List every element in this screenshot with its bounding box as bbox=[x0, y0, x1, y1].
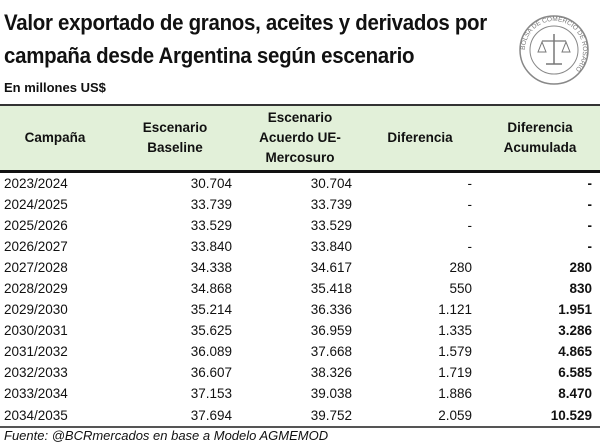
cell-baseline: 37.153 bbox=[190, 386, 232, 402]
export-value-table: Campaña Escenario Baseline Escenario Acu… bbox=[0, 104, 600, 428]
header-diferencia-acumulada: Diferencia Acumulada bbox=[503, 119, 577, 155]
cell-baseline: 33.840 bbox=[190, 238, 232, 254]
cell-acuerdo: 33.840 bbox=[310, 238, 352, 254]
table-row: 2034/2035 37.694 39.752 2.059 10.529 bbox=[0, 405, 600, 427]
cell-diferencia-acumulada: 4.865 bbox=[558, 344, 592, 360]
page-title: Valor exportado de granos, aceites y der… bbox=[4, 6, 487, 72]
cell-acuerdo: 33.529 bbox=[310, 217, 352, 233]
cell-diferencia: 550 bbox=[449, 281, 472, 297]
cell-acuerdo: 37.668 bbox=[310, 344, 352, 360]
cell-acuerdo: 39.038 bbox=[310, 386, 352, 402]
cell-baseline: 36.607 bbox=[190, 365, 232, 381]
cell-diferencia-acumulada: 10.529 bbox=[550, 407, 592, 423]
cell-campana: 2023/2024 bbox=[4, 175, 68, 191]
cell-diferencia-acumulada: 830 bbox=[569, 281, 592, 297]
cell-diferencia: 1.719 bbox=[438, 365, 472, 381]
cell-baseline: 37.694 bbox=[190, 407, 232, 423]
cell-campana: 2026/2027 bbox=[4, 238, 68, 254]
cell-diferencia: 280 bbox=[449, 259, 472, 275]
source-note: Fuente: @BCRmercados en base a Modelo AG… bbox=[4, 428, 329, 443]
cell-diferencia: 1.335 bbox=[438, 323, 472, 339]
table-body: 2023/2024 30.704 30.704 - - 2024/2025 33.739 33… bbox=[0, 171, 600, 427]
cell-diferencia: 2.059 bbox=[438, 407, 472, 423]
table-row: 2033/2034 37.153 39.038 1.886 8.470 bbox=[0, 383, 600, 404]
table-row: 2031/2032 36.089 37.668 1.579 4.865 bbox=[0, 341, 600, 362]
table-row: 2027/2028 34.338 34.617 280 280 bbox=[0, 257, 600, 278]
cell-campana: 2030/2031 bbox=[4, 323, 68, 339]
table-header-row: Campaña Escenario Baseline Escenario Acu… bbox=[0, 105, 600, 171]
cell-acuerdo: 30.704 bbox=[310, 175, 352, 191]
cell-campana: 2034/2035 bbox=[4, 407, 68, 423]
table-row: 2024/2025 33.739 33.739 - - bbox=[0, 194, 600, 215]
cell-diferencia-acumulada: - bbox=[587, 238, 593, 254]
cell-diferencia-acumulada: 3.286 bbox=[558, 323, 592, 339]
cell-diferencia-acumulada: 8.470 bbox=[558, 386, 592, 402]
cell-diferencia: - bbox=[467, 217, 473, 233]
cell-diferencia-acumulada: 280 bbox=[569, 259, 592, 275]
cell-baseline: 36.089 bbox=[190, 344, 232, 360]
cell-diferencia-acumulada: - bbox=[587, 217, 593, 233]
table-row: 2023/2024 30.704 30.704 - - bbox=[0, 171, 600, 194]
cell-campana: 2031/2032 bbox=[4, 344, 68, 360]
cell-acuerdo: 36.336 bbox=[310, 302, 352, 318]
cell-diferencia: 1.579 bbox=[438, 344, 472, 360]
cell-baseline: 33.739 bbox=[190, 196, 232, 212]
cell-campana: 2025/2026 bbox=[4, 217, 68, 233]
title-line-1: Valor exportado de granos, aceites y der… bbox=[4, 10, 487, 35]
table-row: 2026/2027 33.840 33.840 - - bbox=[0, 236, 600, 257]
cell-baseline: 34.868 bbox=[190, 281, 232, 297]
title-line-2: campaña desde Argentina según escenario bbox=[4, 43, 415, 68]
table-row: 2028/2029 34.868 35.418 550 830 bbox=[0, 278, 600, 299]
cell-diferencia: - bbox=[467, 196, 473, 212]
cell-diferencia: 1.121 bbox=[438, 302, 472, 318]
cell-diferencia-acumulada: 1.951 bbox=[558, 302, 592, 318]
header-baseline: Escenario Baseline bbox=[142, 119, 208, 155]
cell-baseline: 35.625 bbox=[190, 323, 232, 339]
header-diferencia: Diferencia bbox=[387, 129, 453, 145]
cell-acuerdo: 38.326 bbox=[310, 365, 352, 381]
cell-acuerdo: 39.752 bbox=[310, 407, 352, 423]
cell-campana: 2028/2029 bbox=[4, 281, 68, 297]
cell-campana: 2024/2025 bbox=[4, 196, 68, 212]
cell-campana: 2027/2028 bbox=[4, 259, 68, 275]
table-row: 2029/2030 35.214 36.336 1.121 1.951 bbox=[0, 299, 600, 320]
cell-baseline: 35.214 bbox=[190, 302, 232, 318]
cell-diferencia: 1.886 bbox=[438, 386, 472, 402]
header-acuerdo: Escenario Acuerdo UE-Mercosuro bbox=[259, 109, 341, 165]
subtitle: En millones US$ bbox=[4, 80, 106, 95]
cell-acuerdo: 35.418 bbox=[310, 281, 352, 297]
cell-baseline: 30.704 bbox=[190, 175, 232, 191]
table-row: 2030/2031 35.625 36.959 1.335 3.286 bbox=[0, 320, 600, 341]
cell-campana: 2033/2034 bbox=[4, 386, 68, 402]
bcr-seal-logo: BOLSA DE COMERCIO DE ROSARIO bbox=[519, 15, 589, 85]
cell-diferencia-acumulada: - bbox=[587, 175, 593, 191]
header-campana: Campaña bbox=[24, 129, 86, 145]
cell-acuerdo: 34.617 bbox=[310, 259, 352, 275]
cell-baseline: 34.338 bbox=[190, 259, 232, 275]
cell-baseline: 33.529 bbox=[190, 217, 232, 233]
cell-campana: 2032/2033 bbox=[4, 365, 68, 381]
cell-diferencia-acumulada: 6.585 bbox=[558, 365, 592, 381]
cell-diferencia-acumulada: - bbox=[587, 196, 593, 212]
cell-acuerdo: 36.959 bbox=[310, 323, 352, 339]
cell-diferencia: - bbox=[467, 238, 473, 254]
cell-acuerdo: 33.739 bbox=[310, 196, 352, 212]
table-row: 2025/2026 33.529 33.529 - - bbox=[0, 215, 600, 236]
table-row: 2032/2033 36.607 38.326 1.719 6.585 bbox=[0, 362, 600, 383]
cell-campana: 2029/2030 bbox=[4, 302, 68, 318]
cell-diferencia: - bbox=[467, 175, 473, 191]
